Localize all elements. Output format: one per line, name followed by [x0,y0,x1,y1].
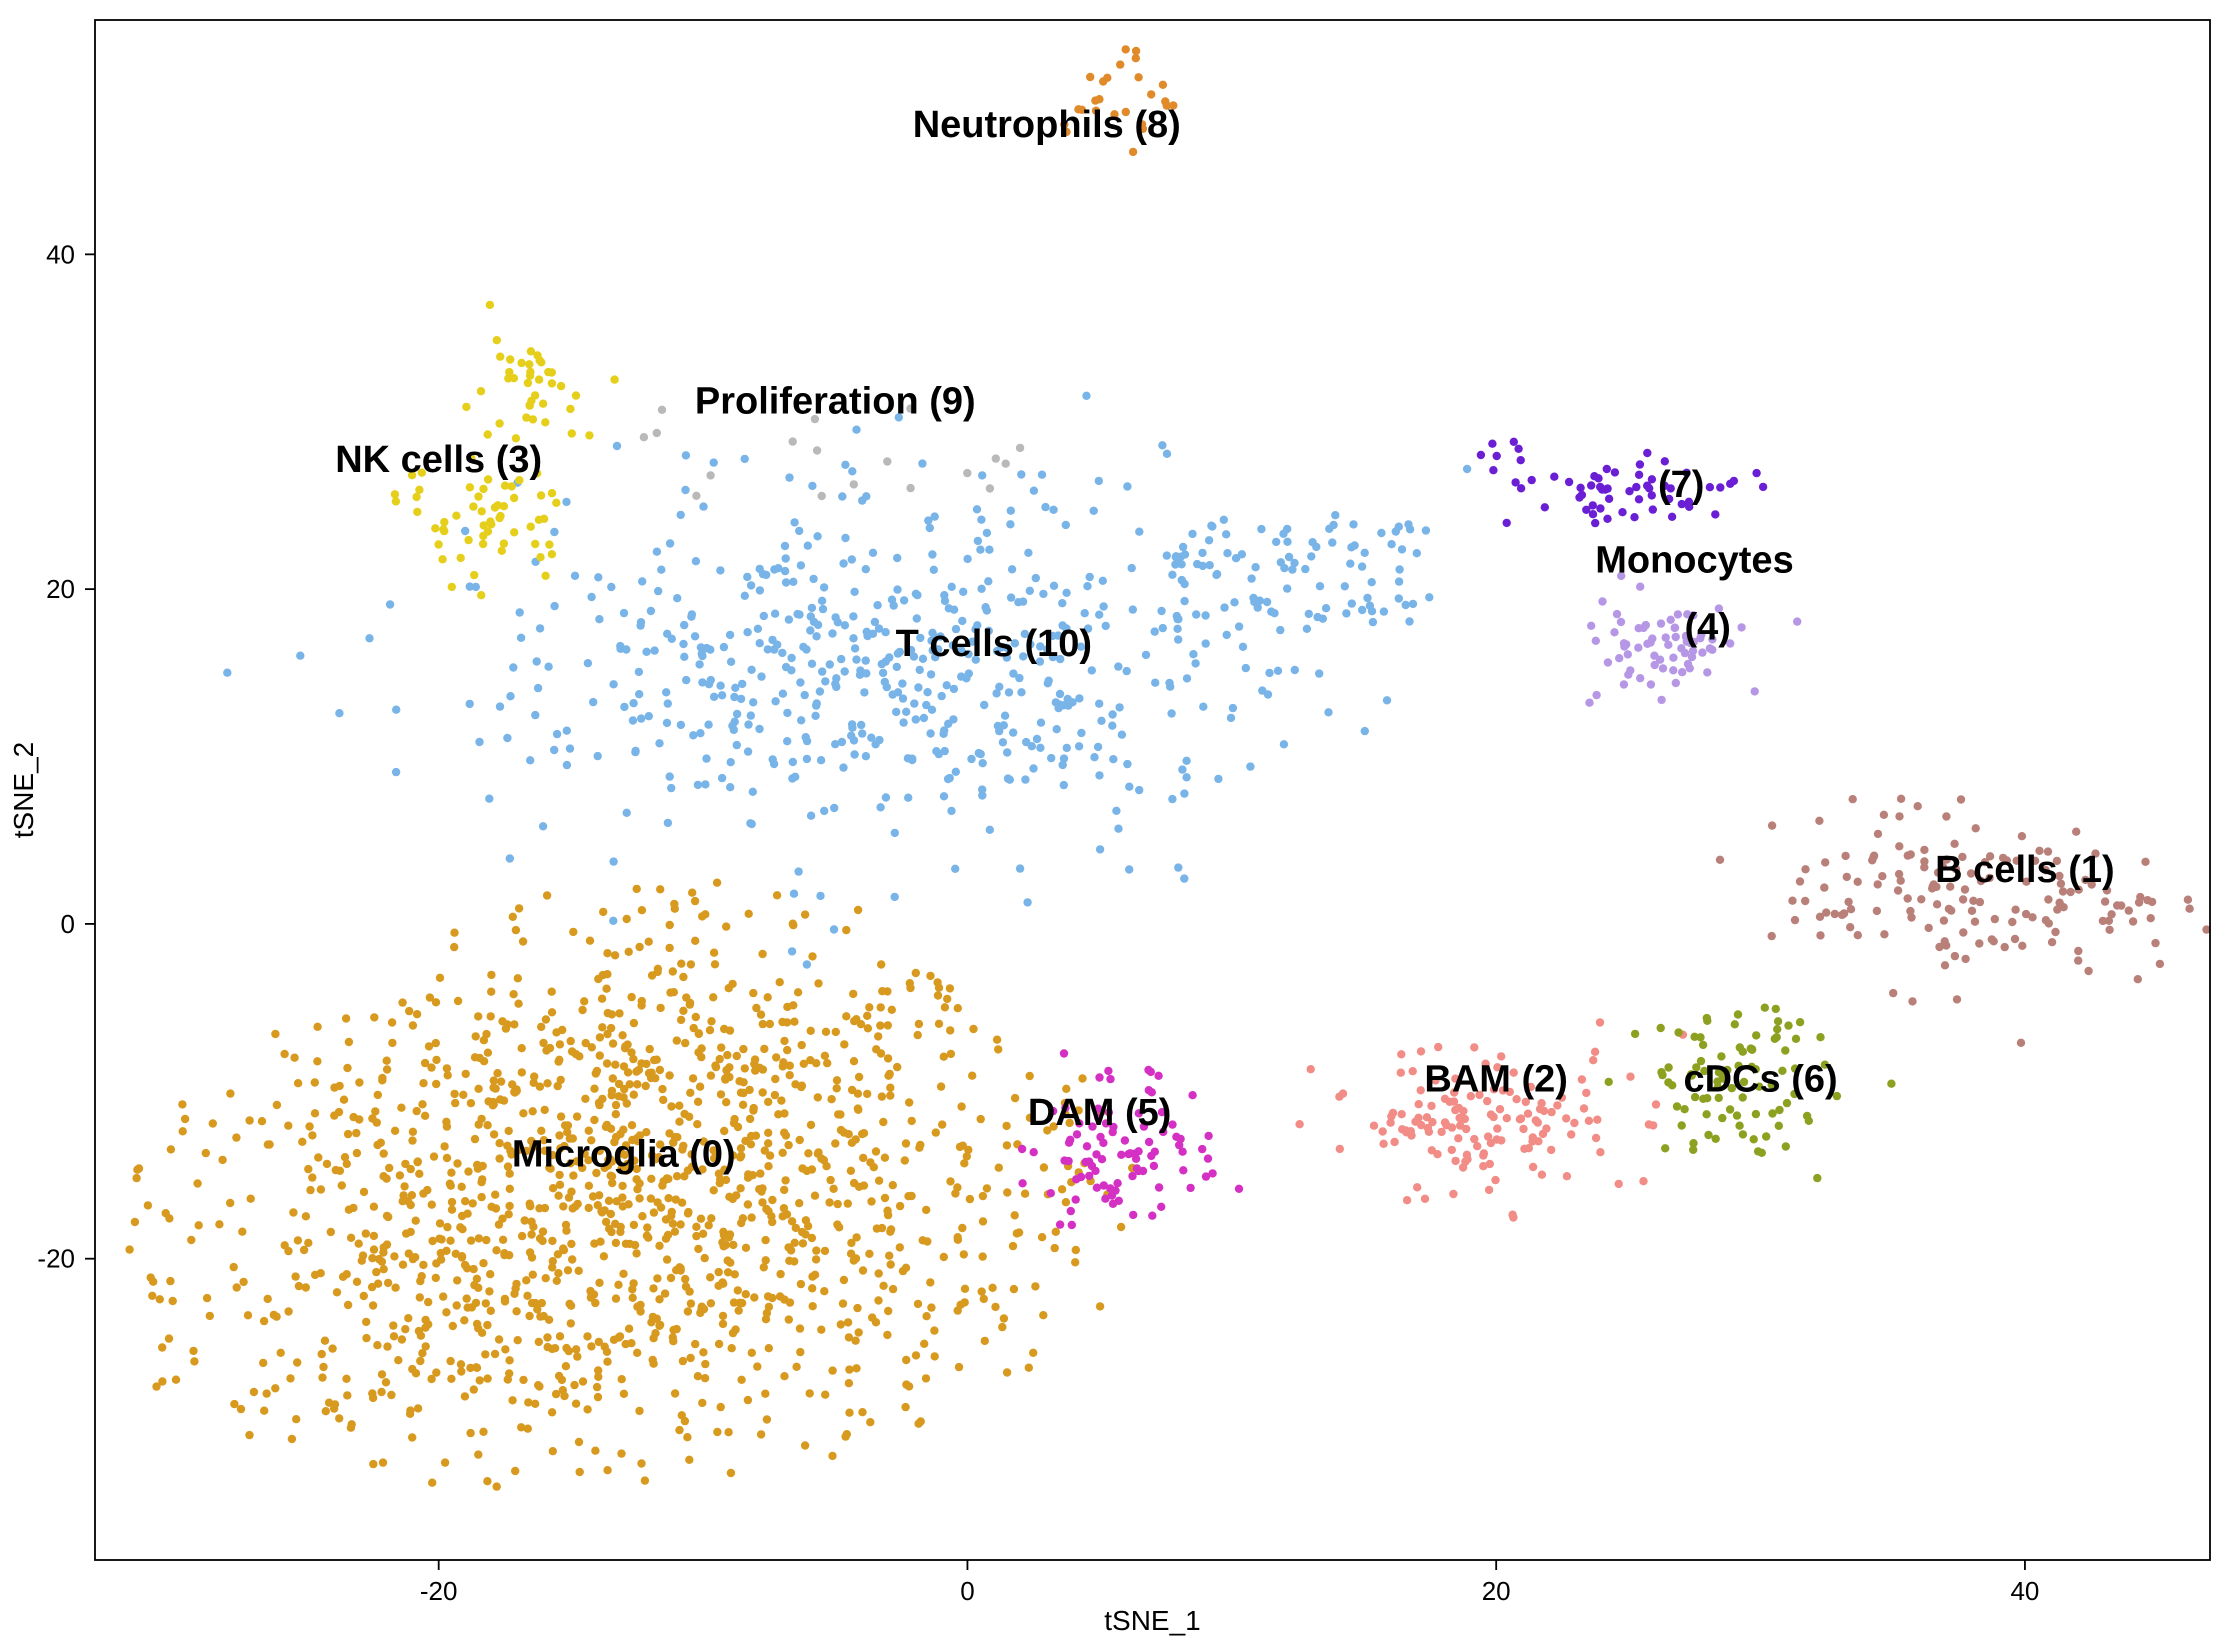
tsne-scatter-chart: -20 0 20 40 -20 0 20 40 tSNE_1 tSNE_2 Microglia (0… [0,0,2227,1652]
y-tick-label: 0 [61,909,75,939]
cluster-label-7: (7) [1658,464,1704,506]
cluster-label-2: BAM (2) [1424,1058,1568,1100]
extra-label-0: Monocytes [1595,539,1793,581]
x-tick-label: 20 [1482,1576,1511,1606]
x-tick-label: -20 [420,1576,458,1606]
cluster-label-1: B cells (1) [1935,849,2115,891]
x-tick-label: 0 [960,1576,974,1606]
cluster-label-9: Proliferation (9) [695,380,976,422]
cluster-label-3: NK cells (3) [335,439,542,481]
x-tick-label: 40 [2010,1576,2039,1606]
y-axis-title: tSNE_2 [8,742,39,839]
y-tick-label: 20 [46,574,75,604]
x-axis-title: tSNE_1 [1104,1605,1201,1636]
chart-svg: -20 0 20 40 -20 0 20 40 tSNE_1 tSNE_2 Microglia (0… [0,0,2227,1652]
y-tick-label: -20 [37,1244,75,1274]
cluster-label-10: T cells (10) [896,623,1092,665]
cluster-label-4: (4) [1684,606,1730,648]
cluster-label-5: DAM (5) [1028,1092,1172,1134]
y-tick-label: 40 [46,239,75,269]
cluster-label-0: Microglia (0) [512,1134,736,1176]
cluster-label-6: cDCs (6) [1683,1058,1837,1100]
cluster-label-8: Neutrophils (8) [913,104,1181,146]
